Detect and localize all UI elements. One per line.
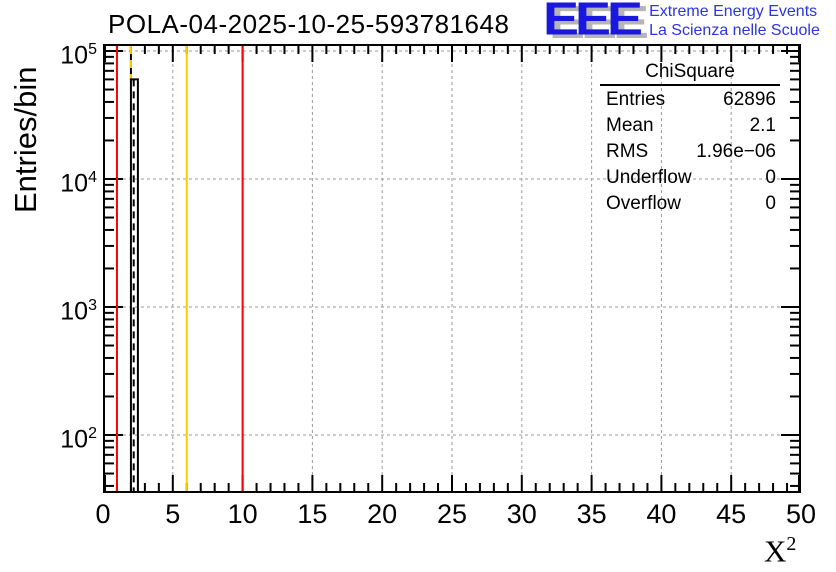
chart-svg bbox=[103, 44, 801, 493]
x-tick-label: 45 bbox=[716, 499, 747, 529]
y-tick-label: 104 bbox=[60, 169, 97, 198]
x-axis-title-exponent: 2 bbox=[786, 533, 797, 555]
x-tick-label: 25 bbox=[436, 499, 468, 529]
x-tick-label: 15 bbox=[297, 499, 328, 529]
x-tick-label: 20 bbox=[367, 499, 398, 529]
y-tick-label: 105 bbox=[60, 41, 97, 70]
stat-value: 0 bbox=[765, 167, 776, 188]
stat-row-underflow: Underflow 0 bbox=[600, 165, 780, 191]
x-axis-title: X2 bbox=[764, 533, 796, 569]
x-tick-label: 0 bbox=[95, 499, 111, 529]
eee-logo-line2: La Scienza nelle Scuole bbox=[649, 22, 820, 39]
stat-value: 62896 bbox=[723, 89, 776, 110]
stat-label: Underflow bbox=[606, 167, 692, 188]
stats-box: ChiSquare Entries 62896 Mean 2.1 RMS 1.9… bbox=[600, 61, 780, 217]
stat-row-mean: Mean 2.1 bbox=[600, 113, 780, 139]
histogram-bin bbox=[129, 78, 139, 491]
x-tick-label: 10 bbox=[227, 499, 258, 529]
x-tick-label: 40 bbox=[646, 499, 677, 529]
x-tick-label: 5 bbox=[165, 499, 181, 529]
y-tick-label: 103 bbox=[60, 297, 97, 326]
plot-frame bbox=[103, 44, 801, 493]
plot-title: POLA-04-2025-10-25-593781648 bbox=[108, 9, 510, 39]
y-tick-label: 102 bbox=[60, 425, 97, 454]
x-tick-label: 35 bbox=[576, 499, 607, 529]
stat-row-overflow: Overflow 0 bbox=[600, 191, 780, 217]
stat-row-rms: RMS 1.96e−06 bbox=[600, 139, 780, 165]
stat-label: Mean bbox=[606, 115, 654, 136]
stat-label: Entries bbox=[606, 89, 666, 110]
eee-logo: EEE Extreme Energy Events La Scienza nel… bbox=[543, 0, 820, 46]
eee-logo-line1: Extreme Energy Events bbox=[649, 3, 818, 20]
stat-value: 0 bbox=[765, 193, 776, 214]
stat-value: 2.1 bbox=[749, 115, 776, 136]
eee-logo-text: Extreme Energy Events La Scienza nelle S… bbox=[649, 0, 820, 40]
stat-label: RMS bbox=[606, 141, 649, 162]
x-axis-title-base: X bbox=[764, 533, 787, 569]
x-tick-label: 50 bbox=[785, 499, 817, 529]
frame-border bbox=[103, 44, 801, 493]
x-tick-label: 30 bbox=[506, 499, 537, 529]
eee-logo-letters: EEE bbox=[543, 0, 643, 45]
stat-label: Overflow bbox=[606, 193, 681, 214]
stat-value: 1.96e−06 bbox=[696, 141, 776, 162]
stats-title: ChiSquare bbox=[600, 61, 780, 86]
stat-row-entries: Entries 62896 bbox=[600, 87, 780, 113]
